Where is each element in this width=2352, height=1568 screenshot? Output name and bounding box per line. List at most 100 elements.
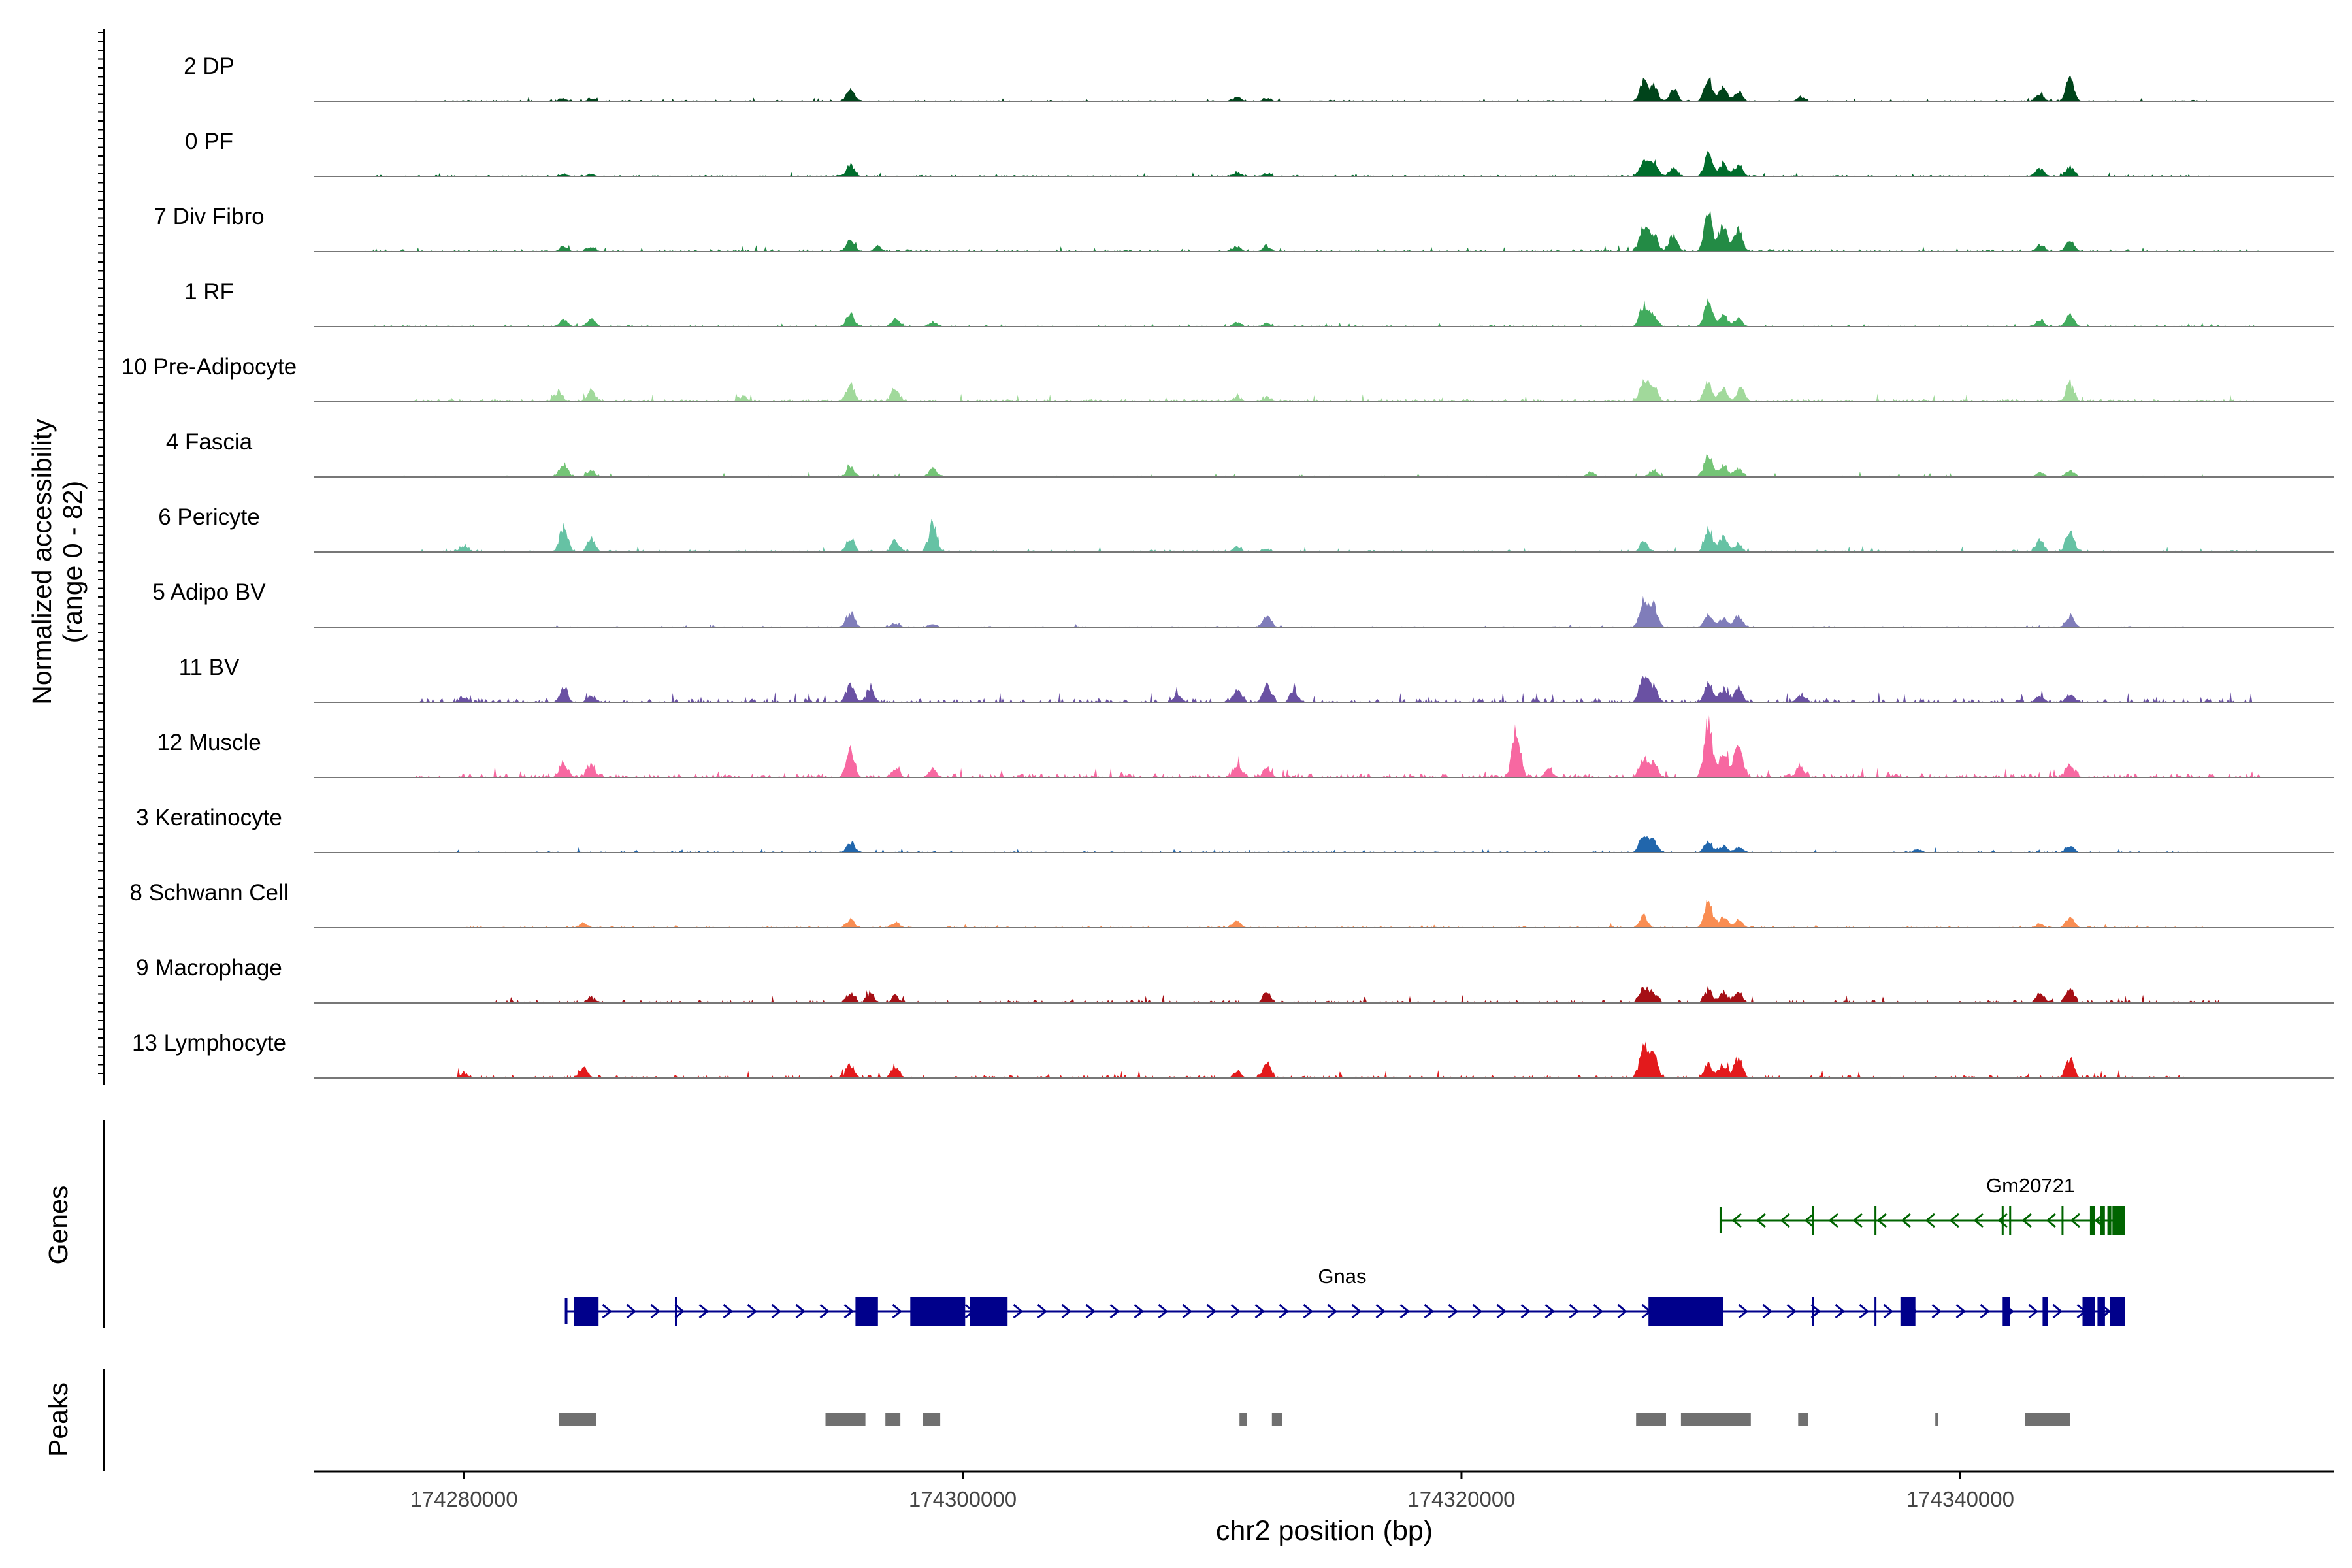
- strand-arrow: [2052, 1303, 2063, 1319]
- strand-arrow: [747, 1303, 757, 1319]
- exon: [970, 1297, 1008, 1326]
- track-label: 4 Fascia: [166, 429, 253, 455]
- strand-arrow: [1544, 1303, 1555, 1319]
- y-axis-ticks: [98, 32, 104, 1074]
- peak-region: [1239, 1413, 1247, 1426]
- peaks-panel: Peaks: [43, 1369, 2070, 1471]
- coverage-area: [314, 519, 2334, 552]
- exon: [1648, 1297, 1723, 1326]
- genes-panel: Genes Gm20721 Gnas: [43, 1120, 2125, 1328]
- peak-region: [1935, 1413, 1938, 1426]
- coverage-area: [314, 596, 2334, 627]
- strand-arrow: [1925, 1213, 1935, 1228]
- strand-arrow: [819, 1303, 830, 1319]
- strand-arrow: [1061, 1303, 1071, 1319]
- coverage-area: [314, 210, 2334, 252]
- strand-arrow: [1883, 1303, 1893, 1319]
- coverage-area: [314, 377, 2334, 402]
- exon: [2112, 1206, 2125, 1235]
- track-label: 12 Muscle: [157, 730, 261, 755]
- strand-arrow: [1375, 1303, 1386, 1319]
- strand-arrow: [1973, 1213, 1984, 1228]
- strand-arrow: [1569, 1303, 1579, 1319]
- coverage-area: [314, 676, 2334, 702]
- exon: [574, 1297, 599, 1326]
- y-axis-sublabel: (range 0 - 82): [57, 481, 88, 643]
- strand-arrow: [1472, 1303, 1482, 1319]
- exon: [1900, 1297, 1916, 1326]
- track-1-rf: 1 RF: [184, 279, 2334, 327]
- strand-arrow: [1835, 1303, 1845, 1319]
- x-axis-label: chr2 position (bp): [1216, 1515, 1433, 1546]
- track-label: 6 Pericyte: [158, 504, 260, 530]
- strand-arrow: [674, 1303, 685, 1319]
- track-label: 11 BV: [179, 655, 240, 680]
- strand-arrow: [723, 1303, 733, 1319]
- gene-label: Gm20721: [1986, 1174, 2075, 1197]
- strand-arrow: [1013, 1303, 1023, 1319]
- track-10-pre-adipocyte: 10 Pre-Adipocyte: [122, 354, 2334, 402]
- track-11-bv: 11 BV: [179, 655, 2334, 703]
- strand-arrow: [1852, 1213, 1863, 1228]
- peak-region: [923, 1413, 941, 1426]
- strand-arrow: [2046, 1213, 2056, 1228]
- strand-arrow: [1496, 1303, 1507, 1319]
- strand-arrow: [1109, 1303, 1120, 1319]
- strand-arrow: [2070, 1213, 2080, 1228]
- track-label: 3 Keratinocyte: [136, 805, 282, 830]
- track-label: 13 Lymphocyte: [132, 1030, 286, 1056]
- strand-arrow: [1206, 1303, 1217, 1319]
- coverage-area: [314, 150, 2334, 176]
- gene-gnas: Gnas: [564, 1265, 2125, 1326]
- x-tick-label: 174300000: [909, 1487, 1017, 1511]
- strand-arrow: [1327, 1303, 1337, 1319]
- strand-arrow: [1279, 1303, 1289, 1319]
- strand-arrow: [1230, 1303, 1241, 1319]
- coverage-area: [314, 715, 2334, 777]
- exon: [910, 1297, 966, 1326]
- strand-arrow: [1762, 1303, 1772, 1319]
- track-label: 8 Schwann Cell: [129, 880, 288, 906]
- y-axis-label: Normalized accessibility: [27, 419, 57, 705]
- track-12-muscle: 12 Muscle: [157, 715, 2334, 778]
- exon: [2110, 1297, 2125, 1326]
- track-0-pf: 0 PF: [185, 129, 2334, 177]
- coverage-area: [314, 298, 2334, 327]
- strand-arrow: [1617, 1303, 1627, 1319]
- strand-arrow: [795, 1303, 806, 1319]
- strand-arrow: [1593, 1303, 1603, 1319]
- strand-arrow: [2028, 1303, 2038, 1319]
- strand-arrow: [650, 1303, 661, 1319]
- strand-arrow: [1786, 1303, 1797, 1319]
- coverage-tracks: 2 DP 0 PF 7 Div Fibro 1 RF 10 Pre-Adipocyte 4…: [122, 54, 2334, 1079]
- track-6-pericyte: 6 Pericyte: [158, 504, 2334, 553]
- coverage-area: [314, 836, 2334, 853]
- strand-arrow: [626, 1303, 636, 1319]
- track-label: 9 Macrophage: [136, 955, 282, 981]
- strand-arrow: [1037, 1303, 1047, 1319]
- strand-arrow: [1158, 1303, 1168, 1319]
- x-tick-label: 174280000: [410, 1487, 517, 1511]
- track-label: 10 Pre-Adipocyte: [122, 354, 297, 380]
- strand-arrow: [1424, 1303, 1434, 1319]
- peak-region: [1798, 1413, 1808, 1426]
- exon: [2100, 1206, 2105, 1235]
- strand-arrow: [1859, 1303, 1869, 1319]
- strand-arrow: [1980, 1303, 1990, 1319]
- exon: [2002, 1297, 2010, 1326]
- exon: [2107, 1206, 2112, 1235]
- peak-region: [1271, 1413, 1282, 1426]
- strand-arrow: [1997, 1213, 2008, 1228]
- coverage-area: [314, 1041, 2334, 1078]
- peak-region: [1680, 1413, 1751, 1426]
- strand-arrow: [602, 1303, 612, 1319]
- strand-arrow: [1828, 1213, 1838, 1228]
- track-9-macrophage: 9 Macrophage: [136, 955, 2334, 1004]
- coverage-area: [314, 74, 2334, 101]
- exon: [855, 1297, 878, 1326]
- peaks-panel-label: Peaks: [43, 1382, 73, 1457]
- peak-region: [1636, 1413, 1666, 1426]
- track-label: 0 PF: [185, 129, 233, 154]
- strand-arrow: [1931, 1303, 1942, 1319]
